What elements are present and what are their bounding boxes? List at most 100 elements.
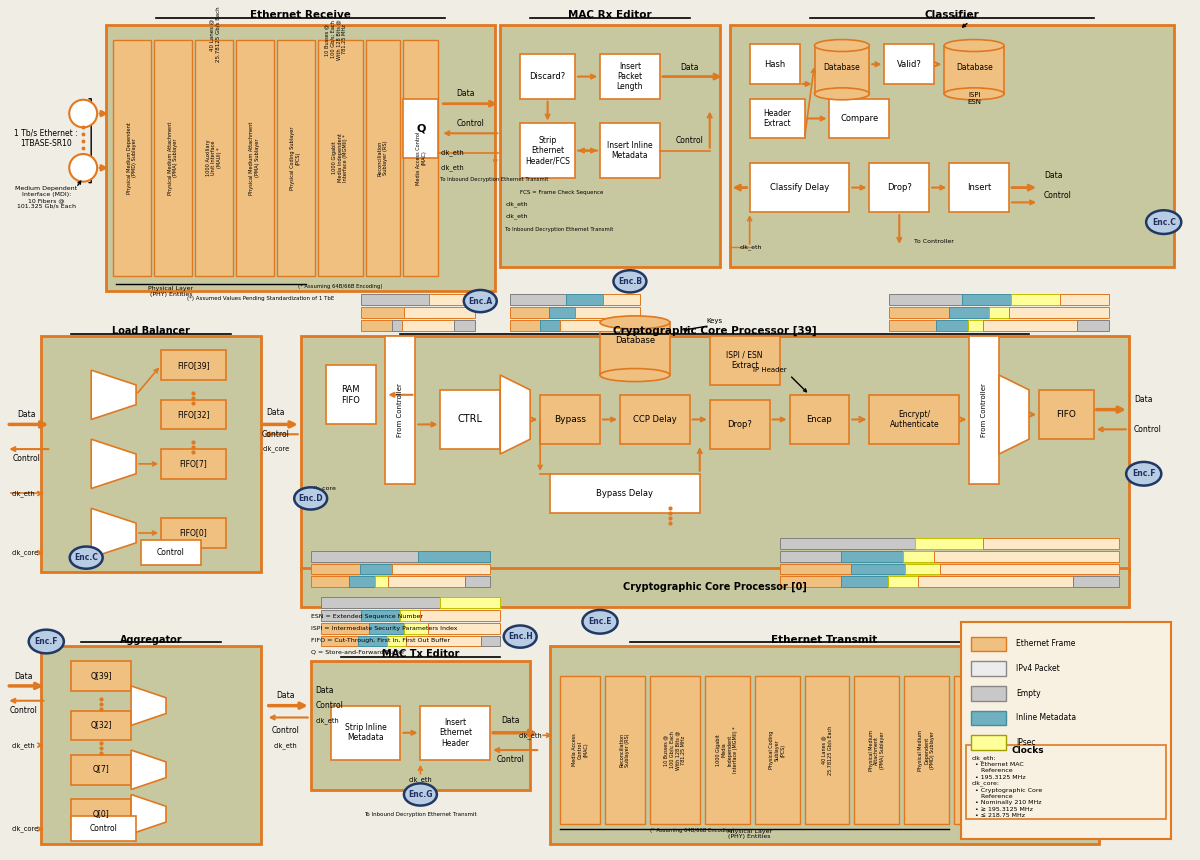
Text: Q[0]: Q[0] <box>92 810 109 819</box>
Bar <box>780 538 916 549</box>
Bar <box>106 25 496 292</box>
Circle shape <box>1088 784 1118 814</box>
Ellipse shape <box>70 547 103 568</box>
Bar <box>464 576 491 587</box>
Bar <box>403 99 438 158</box>
Bar <box>392 320 402 330</box>
Bar <box>949 307 989 318</box>
Text: 40 Lanes @
25.78125 Gb/s Each: 40 Lanes @ 25.78125 Gb/s Each <box>210 7 221 63</box>
Bar <box>236 40 274 276</box>
Text: clk_eth: clk_eth <box>316 717 340 724</box>
Bar <box>320 623 368 634</box>
Bar <box>560 676 600 824</box>
Text: Control: Control <box>456 119 485 128</box>
Text: Enc.F: Enc.F <box>1132 470 1156 478</box>
Bar <box>620 320 640 330</box>
Text: Control: Control <box>316 701 343 710</box>
Text: Control: Control <box>676 136 703 144</box>
Text: Data: Data <box>680 63 700 71</box>
Text: 10 Busses @
100 Gb/s; Each
With 128 Bits @
781.25 MHz: 10 Busses @ 100 Gb/s; Each With 128 Bits… <box>324 19 347 60</box>
Bar <box>360 294 430 305</box>
Bar <box>385 335 415 483</box>
Bar <box>971 735 1006 750</box>
Bar <box>550 307 575 318</box>
Bar <box>918 576 1073 587</box>
Text: Drop?: Drop? <box>727 420 752 429</box>
Bar <box>889 294 962 305</box>
Ellipse shape <box>944 40 1004 52</box>
Text: 1000 Gigabit
Media
Independent
Interface (MGMII) *: 1000 Gigabit Media Independent Interface… <box>716 727 738 773</box>
Bar <box>430 294 475 305</box>
Text: Classify Delay: Classify Delay <box>770 183 829 192</box>
Bar <box>905 676 949 824</box>
Text: Enc.G: Enc.G <box>408 790 433 799</box>
Bar <box>368 623 404 634</box>
Text: Medium Dependent
Interface (MDI):
10 Fibers @
101.325 Gb/s Each: Medium Dependent Interface (MDI): 10 Fib… <box>1108 793 1170 815</box>
Bar <box>944 46 1004 94</box>
Text: Discard?: Discard? <box>529 72 565 81</box>
Bar <box>889 307 949 318</box>
Bar <box>790 395 850 444</box>
Bar <box>869 395 959 444</box>
Text: From Controller: From Controller <box>982 383 988 437</box>
Bar <box>360 320 392 330</box>
Bar <box>962 294 1012 305</box>
Bar <box>1060 294 1109 305</box>
Text: Ethernet Transmit: Ethernet Transmit <box>772 635 877 644</box>
Text: Q[7]: Q[7] <box>92 765 109 774</box>
Bar <box>602 294 640 305</box>
Bar <box>851 563 905 574</box>
Text: Physical Medium
Attachment
(PMA) Sublayer: Physical Medium Attachment (PMA) Sublaye… <box>1019 729 1034 771</box>
Ellipse shape <box>815 88 869 100</box>
Text: clk_core: clk_core <box>311 486 336 491</box>
Bar <box>161 400 226 429</box>
Text: 1000 Auxiliary
Unit Interface
(MAUI) *: 1000 Auxiliary Unit Interface (MAUI) * <box>205 139 222 176</box>
Text: Insert Inline
Metadata: Insert Inline Metadata <box>607 141 653 160</box>
Text: clk_eth: clk_eth <box>440 150 464 157</box>
Bar <box>360 610 401 621</box>
Bar <box>884 45 935 84</box>
Bar <box>374 576 388 587</box>
Polygon shape <box>1000 375 1030 454</box>
Text: Media Access
Control
(MAC): Media Access Control (MAC) <box>571 734 588 766</box>
Bar <box>360 563 392 574</box>
Text: MAC Rx Editor: MAC Rx Editor <box>568 9 652 20</box>
Bar <box>388 576 464 587</box>
Bar <box>301 568 1129 607</box>
Text: Physical Coding Sublayer
(PCS): Physical Coding Sublayer (PCS) <box>290 126 301 190</box>
Text: Clocks: Clocks <box>1012 746 1044 754</box>
Ellipse shape <box>504 625 536 648</box>
Bar <box>113 40 151 276</box>
Bar <box>1054 676 1094 824</box>
Text: Strip
Ethernet
Header/FCS: Strip Ethernet Header/FCS <box>526 136 570 165</box>
Text: Physical Medium Attachment
(PMA) Sublayer: Physical Medium Attachment (PMA) Sublaye… <box>250 121 260 194</box>
Text: Physical Medium
Dependent
(PMD) Sublayer: Physical Medium Dependent (PMD) Sublayer <box>918 729 935 771</box>
Bar <box>941 563 1118 574</box>
Polygon shape <box>131 686 166 725</box>
Bar <box>71 710 131 740</box>
Text: clk_core: clk_core <box>11 550 38 556</box>
Bar <box>320 636 359 647</box>
Bar <box>1073 576 1118 587</box>
Bar <box>888 576 918 587</box>
Bar <box>540 395 600 444</box>
Bar <box>311 576 349 587</box>
Text: Enc.B: Enc.B <box>618 277 642 286</box>
Polygon shape <box>91 439 136 488</box>
Bar <box>983 320 1078 330</box>
Bar <box>600 124 660 178</box>
Text: Insert
Packet
Length: Insert Packet Length <box>617 62 643 91</box>
Bar <box>154 40 192 276</box>
Text: ESN = Extended Sequence Number: ESN = Extended Sequence Number <box>311 614 422 619</box>
Bar <box>510 307 550 318</box>
Bar <box>392 563 491 574</box>
Bar <box>854 676 899 824</box>
Bar <box>1004 676 1049 824</box>
Bar <box>750 163 850 212</box>
Bar <box>194 40 233 276</box>
Text: Insert
Ethernet
Header: Insert Ethernet Header <box>439 718 472 747</box>
Text: FIFO: FIFO <box>1056 410 1076 419</box>
Bar <box>142 540 200 564</box>
Bar <box>402 320 455 330</box>
Text: Q: Q <box>416 123 426 133</box>
